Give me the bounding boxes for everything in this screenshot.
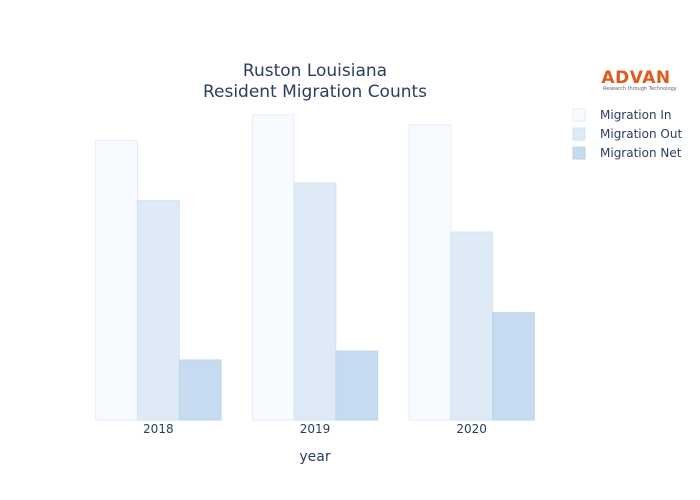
bar-migration-out-2018[interactable] [136, 200, 180, 421]
legend-label: Migration Out [600, 127, 682, 141]
legend-item-migration-in[interactable]: Migration In [572, 108, 672, 122]
bar-migration-out-2020[interactable] [450, 231, 494, 421]
bar-migration-in-2020[interactable] [408, 124, 452, 421]
legend: Migration In Migration Out Migration Net [572, 108, 682, 160]
bar-migration-out-2019[interactable] [293, 182, 337, 421]
legend-label: Migration Net [600, 146, 682, 160]
logo-wordmark: ADVAN [601, 68, 670, 88]
legend-swatch [572, 127, 586, 141]
bar-migration-net-2020[interactable] [492, 312, 535, 421]
chart-title-line-1: Ruston Louisiana [243, 61, 387, 81]
x-tick-label-2020: 2020 [456, 422, 487, 436]
bar-migration-in-2019[interactable] [251, 114, 295, 421]
advan-logo: ADVAN Research through Technology [601, 68, 676, 92]
chart-title-line-2: Resident Migration Counts [203, 82, 427, 102]
x-tick-labels: 2018 2019 2020 [143, 422, 487, 436]
legend-swatch [572, 146, 586, 160]
bar-migration-net-2019[interactable] [335, 350, 379, 421]
legend-item-migration-out[interactable]: Migration Out [572, 127, 682, 141]
bars-layer [95, 114, 535, 421]
x-tick-label-2018: 2018 [143, 422, 174, 436]
x-axis-title: year [299, 449, 330, 465]
legend-swatch [572, 108, 586, 122]
logo-tagline: Research through Technology [603, 86, 677, 92]
legend-item-migration-net[interactable]: Migration Net [572, 146, 682, 160]
legend-label: Migration In [600, 108, 672, 122]
bar-migration-net-2018[interactable] [178, 359, 222, 421]
bar-migration-in-2018[interactable] [95, 140, 138, 421]
x-tick-label-2019: 2019 [300, 422, 331, 436]
